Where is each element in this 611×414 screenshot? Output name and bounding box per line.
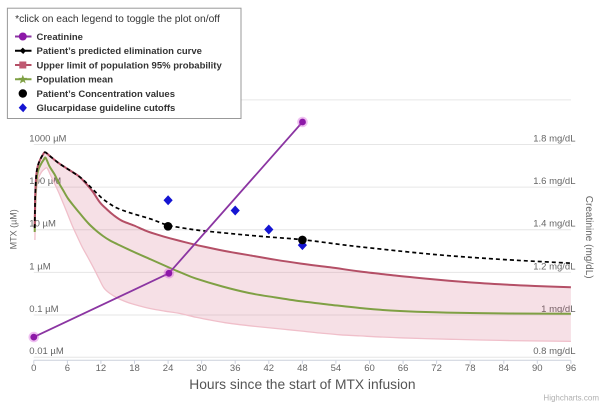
- svg-text:30: 30: [196, 363, 207, 374]
- svg-text:78: 78: [465, 363, 476, 374]
- svg-text:1 mg/dL: 1 mg/dL: [541, 304, 575, 315]
- svg-text:100 µM: 100 µM: [29, 176, 61, 187]
- svg-text:48: 48: [297, 363, 308, 374]
- svg-text:Creatinine: Creatinine: [37, 32, 83, 43]
- svg-text:0.8 mg/dL: 0.8 mg/dL: [533, 346, 575, 357]
- svg-text:6: 6: [65, 363, 70, 374]
- svg-text:36: 36: [230, 363, 241, 374]
- svg-text:1.6 mg/dL: 1.6 mg/dL: [533, 176, 575, 187]
- svg-text:Patient’s predicted eliminatio: Patient’s predicted elimination curve: [37, 46, 202, 57]
- svg-text:10 µM: 10 µM: [29, 219, 56, 230]
- svg-text:0.1 µM: 0.1 µM: [29, 304, 58, 315]
- svg-text:Population mean: Population mean: [37, 75, 114, 86]
- svg-text:90: 90: [532, 363, 543, 374]
- svg-text:1.8 mg/dL: 1.8 mg/dL: [533, 133, 575, 144]
- svg-text:42: 42: [264, 363, 275, 374]
- svg-text:Glucarpidase guideline cutoffs: Glucarpidase guideline cutoffs: [37, 103, 176, 114]
- svg-text:Creatinine (mg/dL): Creatinine (mg/dL): [583, 196, 594, 279]
- svg-text:Upper limit of population 95%: Upper limit of population 95% probabilit…: [37, 60, 223, 71]
- svg-text:66: 66: [398, 363, 409, 374]
- svg-text:18: 18: [129, 363, 140, 374]
- svg-text:1.4 mg/dL: 1.4 mg/dL: [533, 219, 575, 230]
- svg-text:24: 24: [163, 363, 174, 374]
- svg-text:1 µM: 1 µM: [29, 261, 50, 272]
- svg-text:96: 96: [566, 363, 577, 374]
- svg-text:0.01 µM: 0.01 µM: [29, 346, 64, 357]
- svg-text:72: 72: [431, 363, 442, 374]
- svg-text:1.2 mg/dL: 1.2 mg/dL: [533, 261, 575, 272]
- svg-text:Hours since the start of MTX i: Hours since the start of MTX infusion: [189, 377, 415, 392]
- svg-text:12: 12: [96, 363, 107, 374]
- svg-text:MTX (µM): MTX (µM): [9, 209, 19, 249]
- svg-text:0: 0: [31, 363, 36, 374]
- svg-text:60: 60: [364, 363, 375, 374]
- svg-text:Patient’s Concentration values: Patient’s Concentration values: [37, 89, 176, 100]
- svg-text:84: 84: [499, 363, 510, 374]
- svg-text:54: 54: [331, 363, 342, 374]
- svg-text:Highcharts.com: Highcharts.com: [543, 394, 599, 403]
- svg-text:1000 µM: 1000 µM: [29, 133, 66, 144]
- svg-text:*click on each legend to toggl: *click on each legend to toggle the plot…: [15, 14, 220, 25]
